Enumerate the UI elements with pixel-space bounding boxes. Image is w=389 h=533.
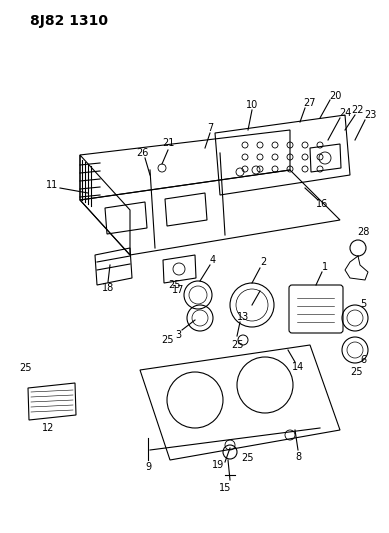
Text: 8: 8 — [295, 452, 301, 462]
Text: 3: 3 — [175, 330, 181, 340]
Text: 20: 20 — [329, 91, 341, 101]
Text: 4: 4 — [210, 255, 216, 265]
Text: 18: 18 — [102, 283, 114, 293]
Text: 24: 24 — [339, 108, 351, 118]
Text: 25: 25 — [162, 335, 174, 345]
Text: 8J82 1310: 8J82 1310 — [30, 14, 108, 28]
Text: 25: 25 — [232, 340, 244, 350]
Text: 6: 6 — [360, 355, 366, 365]
Text: 11: 11 — [46, 180, 58, 190]
Text: 13: 13 — [237, 312, 249, 322]
Text: 12: 12 — [42, 423, 54, 433]
Text: 5: 5 — [360, 299, 366, 309]
Text: 26: 26 — [136, 148, 148, 158]
Text: 28: 28 — [357, 227, 369, 237]
Text: 23: 23 — [364, 110, 376, 120]
Text: 25: 25 — [169, 280, 181, 290]
Text: 21: 21 — [162, 138, 174, 148]
Text: 14: 14 — [292, 362, 304, 372]
Text: 10: 10 — [246, 100, 258, 110]
Text: 19: 19 — [212, 460, 224, 470]
Text: 17: 17 — [172, 285, 184, 295]
Text: 1: 1 — [322, 262, 328, 272]
Text: 27: 27 — [304, 98, 316, 108]
Text: 7: 7 — [207, 123, 213, 133]
Text: 2: 2 — [260, 257, 266, 267]
Text: 9: 9 — [145, 462, 151, 472]
Text: 22: 22 — [352, 105, 364, 115]
Text: 16: 16 — [316, 199, 328, 209]
Text: 15: 15 — [219, 483, 231, 493]
Text: 25: 25 — [351, 367, 363, 377]
Text: 25: 25 — [242, 453, 254, 463]
Text: 25: 25 — [19, 363, 31, 373]
